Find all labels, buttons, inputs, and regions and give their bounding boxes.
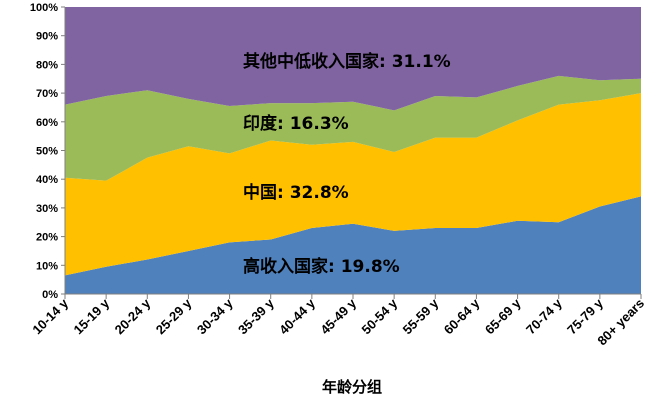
annotation-label: 中国: 32.8% xyxy=(243,182,349,203)
x-tick-label: 60-64 y xyxy=(441,295,483,337)
y-tick-label: 20% xyxy=(36,232,58,244)
annotation-label: 其他中低收入国家: 31.1% xyxy=(243,51,451,72)
area-series-1 xyxy=(65,93,641,276)
annotations-group: 其他中低收入国家: 31.1% 印度: 16.3% 中国: 32.8% 高收入国家: … xyxy=(243,51,451,277)
annotation-label: 高收入国家: 19.8% xyxy=(243,256,400,277)
y-tick-label: 80% xyxy=(36,59,58,71)
x-tick-label: 65-69 y xyxy=(482,295,524,337)
x-tick-label: 30-34 y xyxy=(194,295,236,337)
x-tick-label: 20-24 y xyxy=(112,295,154,337)
y-tick-label: 70% xyxy=(36,88,58,100)
areas-group xyxy=(65,7,641,294)
y-tick-label: 100% xyxy=(30,2,58,14)
x-tick-label: 40-44 y xyxy=(276,295,318,337)
area-series-0 xyxy=(65,196,641,294)
area-series-2 xyxy=(65,75,641,181)
x-tick-label: 70-74 y xyxy=(523,295,565,337)
y-ticks-group: 0% 10% 20% 30% 40% 50% 60% 70% 80% 90% 100% xyxy=(30,2,65,301)
x-tick-label: 10-14 y xyxy=(29,295,71,337)
y-tick-label: 90% xyxy=(36,31,58,43)
x-tick-label: 50-54 y xyxy=(358,295,400,337)
y-tick-label: 30% xyxy=(36,203,58,215)
area-series-3 xyxy=(65,7,641,111)
x-axis-label: 年龄分组 xyxy=(322,378,382,396)
x-tick-label: 15-19 y xyxy=(70,295,112,337)
y-tick-label: 60% xyxy=(36,117,58,129)
y-tick-label: 50% xyxy=(36,146,58,158)
x-tick-label: 25-29 y xyxy=(153,295,195,337)
y-tick-label: 40% xyxy=(36,174,58,186)
x-tick-label: 55-59 y xyxy=(400,295,442,337)
x-tick-label: 45-49 y xyxy=(317,295,359,337)
x-tick-label: 35-39 y xyxy=(235,295,277,337)
y-tick-label: 0% xyxy=(42,289,58,301)
y-tick-label: 10% xyxy=(36,260,58,272)
annotation-label: 印度: 16.3% xyxy=(243,113,349,134)
x-ticks-group: 10-14 y 15-19 y 20-24 y 25-29 y 30-34 y 35-39… xyxy=(29,294,647,348)
